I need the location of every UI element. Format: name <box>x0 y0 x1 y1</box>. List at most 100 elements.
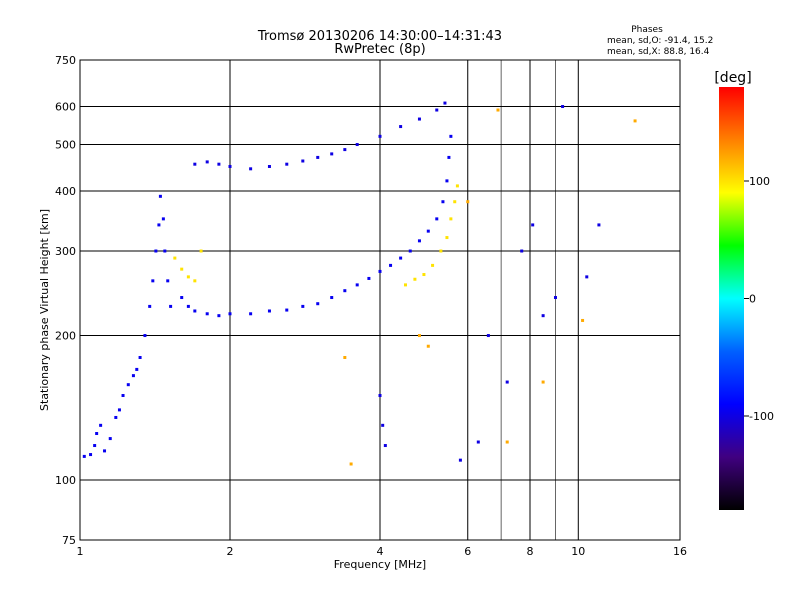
data-point <box>114 415 118 419</box>
y-tick-label: 600 <box>55 101 76 114</box>
data-point <box>163 249 167 253</box>
data-point <box>193 309 197 313</box>
data-point <box>157 223 161 227</box>
x-tick-label: 6 <box>464 545 471 558</box>
y-tick-label: 100 <box>55 474 76 487</box>
data-point <box>82 454 86 458</box>
data-point <box>417 117 421 121</box>
stats-heading: Phases <box>631 25 663 35</box>
data-point <box>435 217 439 221</box>
data-point <box>121 394 125 398</box>
data-point <box>496 108 500 112</box>
data-point <box>316 155 320 159</box>
data-point <box>541 380 545 384</box>
data-point <box>186 304 190 308</box>
data-point <box>301 159 305 163</box>
y-tick-label: 200 <box>55 330 76 343</box>
data-point <box>422 273 426 277</box>
data-point <box>389 263 393 267</box>
data-point <box>108 437 112 441</box>
data-point <box>378 269 382 273</box>
data-point <box>166 279 170 283</box>
data-point <box>95 432 99 436</box>
data-point <box>443 101 447 105</box>
data-point <box>89 453 93 457</box>
data-point <box>186 275 190 279</box>
data-point <box>403 283 407 287</box>
data-point <box>458 458 462 462</box>
data-point <box>378 394 382 398</box>
data-point <box>285 308 289 312</box>
data-point <box>316 302 320 306</box>
data-point <box>343 148 347 152</box>
data-point <box>399 125 403 129</box>
data-point <box>355 283 359 287</box>
data-point <box>408 249 412 253</box>
data-point <box>445 179 449 183</box>
data-point <box>143 334 147 338</box>
colorbar-tick-label: 0 <box>749 293 756 306</box>
data-point <box>449 217 453 221</box>
stats-o-mode: mean, sd,O: -91.4, 15.2 <box>607 36 713 46</box>
x-tick-label: 16 <box>673 545 687 558</box>
data-point <box>180 296 184 300</box>
data-point <box>161 217 165 221</box>
data-point <box>561 105 565 109</box>
data-point <box>367 276 371 280</box>
colorbar-label: [deg] <box>714 70 751 86</box>
x-tick-label: 8 <box>527 545 534 558</box>
data-point <box>193 162 197 166</box>
data-point <box>330 296 334 300</box>
y-tick-label: 75 <box>62 534 76 547</box>
y-tick-label: 750 <box>55 54 76 67</box>
colorbar-tick-label: 100 <box>749 175 770 188</box>
data-point <box>154 249 158 253</box>
data-point <box>249 312 253 316</box>
data-point <box>520 249 524 253</box>
data-point <box>205 312 209 316</box>
data-point <box>205 160 209 164</box>
data-point <box>169 304 173 308</box>
data-point <box>505 380 509 384</box>
data-point <box>541 314 545 318</box>
data-point <box>383 444 387 448</box>
data-point <box>217 314 221 318</box>
data-point <box>441 200 445 204</box>
data-point <box>193 279 197 283</box>
data-point <box>378 134 382 138</box>
data-point <box>343 355 347 359</box>
x-tick-label: 4 <box>377 545 384 558</box>
data-point <box>158 194 162 198</box>
data-point <box>199 249 203 253</box>
data-point <box>445 236 449 240</box>
data-point <box>381 423 385 427</box>
y-axis-label: Stationary phase Virtual Height [km] <box>38 209 51 411</box>
data-point <box>417 239 421 243</box>
data-point <box>138 355 142 359</box>
data-point <box>148 304 152 308</box>
data-point <box>531 223 535 227</box>
grid <box>80 60 680 540</box>
data-point <box>585 275 589 279</box>
data-point <box>103 449 107 453</box>
data-point <box>267 164 271 168</box>
x-tick-label: 1 <box>77 545 84 558</box>
data-point <box>117 408 121 412</box>
chart-title: Tromsø 20130206 14:30:00–14:31:43 <box>257 29 502 44</box>
data-point <box>455 184 459 188</box>
data-point <box>330 152 334 156</box>
data-point <box>413 277 417 281</box>
data-point <box>180 267 184 271</box>
colorbar <box>719 87 744 510</box>
data-point <box>217 162 221 166</box>
x-tick-label: 10 <box>571 545 585 558</box>
data-point <box>449 134 453 138</box>
data-point <box>553 296 557 300</box>
data-point <box>453 200 457 204</box>
data-point <box>151 279 155 283</box>
data-point <box>439 249 443 253</box>
data-point <box>131 374 135 378</box>
data-point <box>466 200 470 204</box>
y-tick-label: 500 <box>55 139 76 152</box>
